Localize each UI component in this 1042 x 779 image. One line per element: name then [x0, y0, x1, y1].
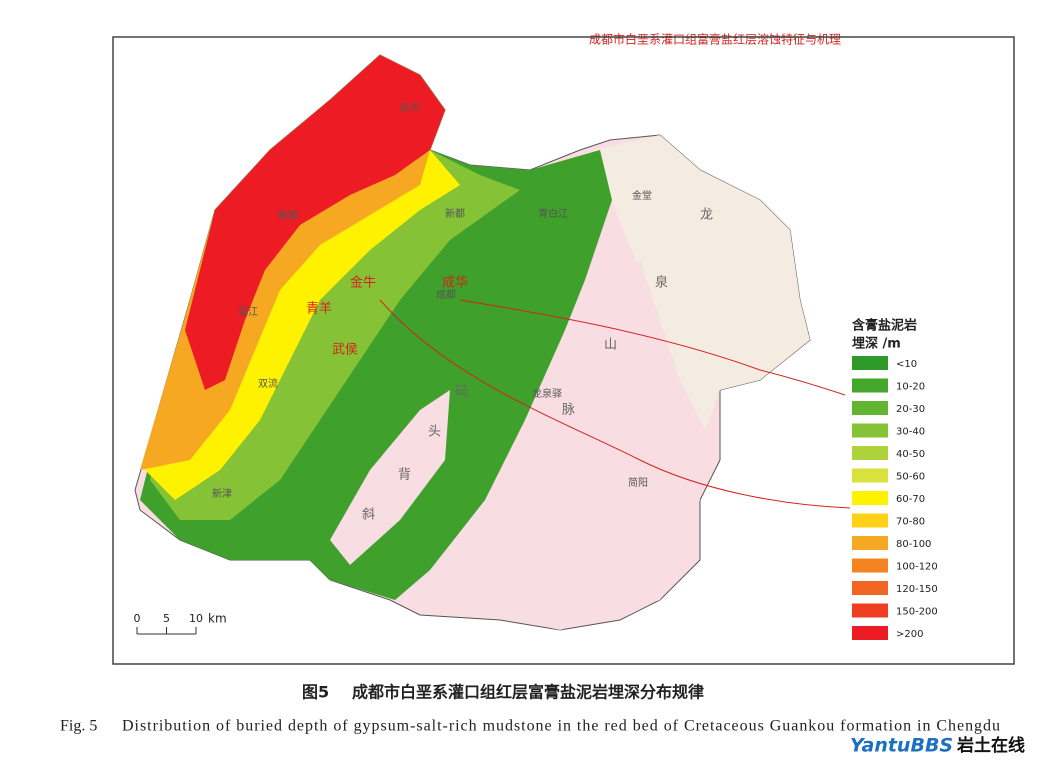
annotation-curve — [459, 299, 846, 396]
watermark-cn: 岩土在线 — [956, 735, 1025, 756]
mountain-label: 山 — [604, 338, 617, 353]
map-area — [134, 54, 851, 631]
caption-en: Distribution of buried depth of gypsum-s… — [122, 718, 1000, 735]
legend-label: 10-20 — [896, 382, 925, 393]
caption-en-label: Fig. 5 — [60, 718, 97, 735]
pale-area — [595, 135, 810, 430]
legend-swatch — [852, 513, 888, 528]
place-label: 青白江 — [538, 207, 568, 220]
scale-bar: 0 5 10 km — [134, 612, 227, 635]
legend-label: 100-120 — [896, 562, 938, 573]
caption-cn: 成都市白垩系灌口组红层富膏盐泥岩埋深分布规律 — [352, 683, 704, 702]
legend-swatch — [852, 626, 888, 640]
annotation: 青羊 — [306, 301, 332, 317]
header-note: 成都市白垩系灌口组富膏盐红层溶蚀特征与机理 — [589, 32, 841, 47]
legend-swatch — [852, 356, 888, 370]
anticline-label: 斜 — [362, 508, 375, 523]
legend-swatch — [852, 423, 888, 438]
legend-swatch — [852, 536, 888, 550]
legend-label: 70-80 — [896, 517, 925, 528]
place-label: 彭州 — [400, 101, 420, 114]
legend-swatch — [852, 401, 888, 415]
place-label: 金堂 — [632, 189, 652, 202]
legend-swatch — [852, 446, 888, 460]
annotation: 金牛 — [350, 275, 376, 291]
place-label: 龙泉驿 — [532, 387, 562, 400]
annotation-curve — [379, 299, 851, 509]
legend: <10 10-20 20-30 30-40 40-50 50-60 60-70 70-80 80… — [852, 356, 938, 640]
mountain-label: 龙 — [700, 208, 713, 223]
mountain-label: 泉 — [655, 275, 668, 291]
legend-label: 60-70 — [896, 494, 925, 505]
watermark-brand: YantuBBS — [850, 735, 953, 757]
legend-subtitle: 埋深 /m — [852, 336, 901, 352]
legend-label: 120-150 — [896, 584, 938, 595]
place-label: 双流 — [258, 377, 278, 390]
place-label: 简阳 — [628, 476, 648, 489]
map-frame — [112, 36, 1015, 665]
annotation: 武侯 — [332, 343, 358, 358]
south-pink — [470, 260, 700, 630]
legend-label: 30-40 — [896, 427, 925, 438]
scale-label: 0 — [134, 612, 141, 625]
scale-unit: km — [208, 612, 227, 626]
place-label: 新津 — [212, 487, 232, 500]
annotation: 成华 — [442, 276, 468, 291]
scale-label: 10 — [189, 612, 203, 625]
anticline-label: 头 — [428, 425, 441, 440]
scale-label: 5 — [163, 612, 170, 625]
legend-label: 20-30 — [896, 404, 925, 415]
legend-label: 80-100 — [896, 539, 931, 550]
band-red — [185, 55, 445, 390]
legend-swatch — [852, 558, 888, 573]
mountain-label: 脉 — [562, 403, 575, 418]
legend-swatch — [852, 491, 888, 505]
anticline-label: 背 — [398, 468, 411, 483]
legend-title: 含膏盐泥岩 — [851, 318, 917, 334]
place-label: 新都 — [445, 207, 465, 220]
place-label: 郫都 — [278, 209, 298, 222]
anticline-strip — [330, 390, 450, 565]
legend-label: 40-50 — [896, 449, 925, 460]
anticline-label: 码 — [455, 385, 468, 400]
legend-swatch — [852, 378, 888, 393]
legend-swatch — [852, 603, 888, 618]
legend-swatch — [852, 581, 888, 595]
legend-label: >200 — [896, 629, 923, 640]
place-label: 温江 — [238, 306, 258, 318]
place-label: 成都 — [436, 289, 456, 301]
caption-cn-label: 图5 — [302, 683, 329, 702]
legend-label: <10 — [896, 359, 917, 370]
legend-label: 150-200 — [896, 607, 938, 618]
legend-swatch — [852, 468, 888, 483]
legend-label: 50-60 — [896, 472, 925, 483]
